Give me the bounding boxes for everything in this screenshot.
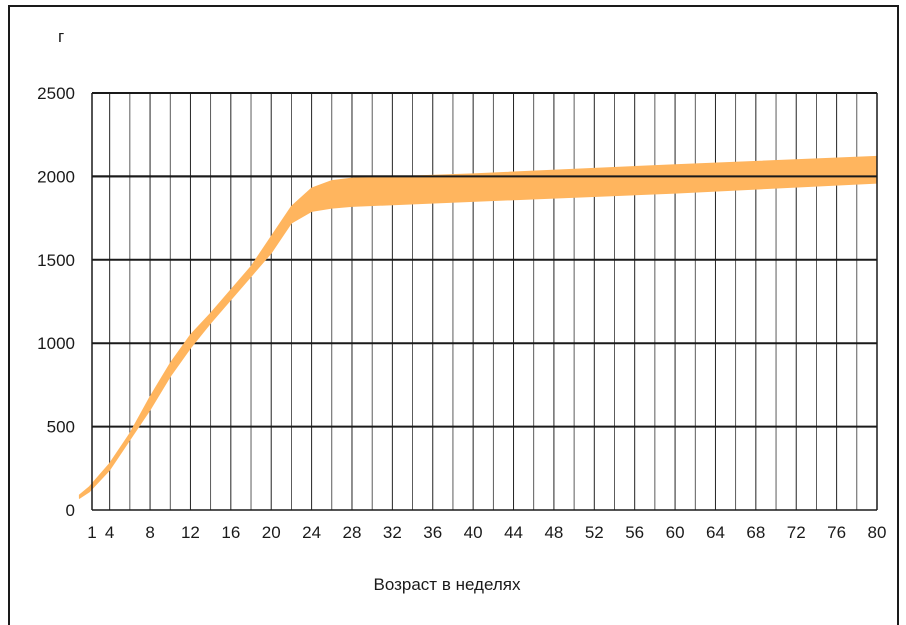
x-tick-label: 48 bbox=[544, 523, 563, 542]
y-tick-label: 500 bbox=[47, 418, 75, 437]
x-tick-label: 16 bbox=[221, 523, 240, 542]
x-tick-label: 8 bbox=[145, 523, 154, 542]
x-tick-label: 32 bbox=[383, 523, 402, 542]
x-tick-label: 36 bbox=[423, 523, 442, 542]
y-tick-label: 0 bbox=[66, 501, 75, 520]
x-tick-label: 72 bbox=[787, 523, 806, 542]
y-axis-unit-label: г bbox=[58, 27, 64, 46]
y-tick-label: 1000 bbox=[37, 334, 75, 353]
grid bbox=[92, 92, 878, 510]
x-tick-label: 56 bbox=[625, 523, 644, 542]
x-axis-title: Возраст в неделях bbox=[374, 575, 521, 594]
x-tick-label: 12 bbox=[181, 523, 200, 542]
x-tick-label: 20 bbox=[262, 523, 281, 542]
x-tick-label: 4 bbox=[105, 523, 114, 542]
x-tick-label: 40 bbox=[464, 523, 483, 542]
x-tick-label: 68 bbox=[746, 523, 765, 542]
x-tick-label: 24 bbox=[302, 523, 321, 542]
x-tick-label: 52 bbox=[585, 523, 604, 542]
x-tick-label: 1 bbox=[87, 523, 96, 542]
y-tick-label: 1500 bbox=[37, 251, 75, 270]
x-tick-label: 60 bbox=[666, 523, 685, 542]
x-tick-label: 76 bbox=[827, 523, 846, 542]
chart-frame bbox=[8, 5, 899, 625]
y-tick-label: 2000 bbox=[37, 167, 75, 186]
x-tick-label: 44 bbox=[504, 523, 523, 542]
weight-band bbox=[78, 155, 878, 499]
x-tick-label: 64 bbox=[706, 523, 725, 542]
x-tick-label: 28 bbox=[343, 523, 362, 542]
x-tick-label: 80 bbox=[868, 523, 887, 542]
y-tick-label: 2500 bbox=[37, 84, 75, 103]
